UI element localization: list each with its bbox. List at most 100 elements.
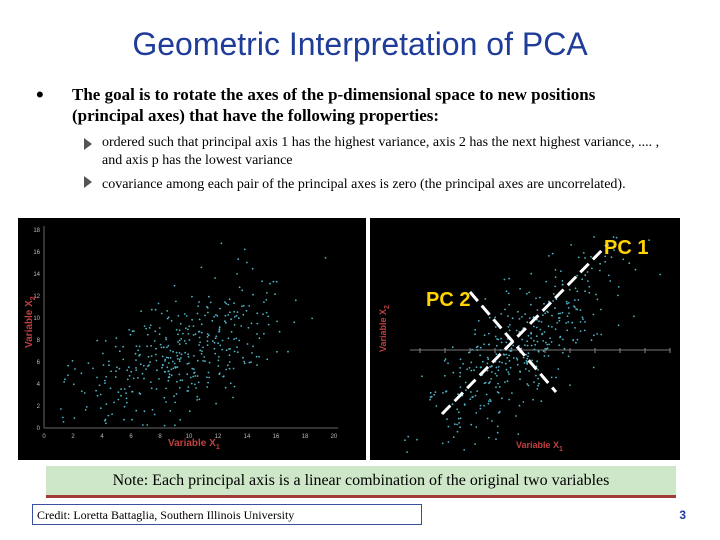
scatter-point (505, 368, 508, 371)
scatter-point (188, 362, 190, 365)
scatter-point (178, 358, 181, 361)
scatter-point (491, 420, 493, 422)
scatter-point (530, 272, 533, 275)
scatter-point (224, 320, 226, 323)
scatter-point (243, 362, 246, 365)
scatter-point (525, 360, 528, 362)
scatter-point (236, 346, 238, 348)
scatter-point (559, 312, 561, 315)
scatter-point (166, 366, 169, 369)
scatter-point (176, 354, 179, 357)
scatter-point (80, 390, 83, 393)
scatter-point (474, 394, 477, 397)
scatter-point (537, 369, 539, 371)
scatter-point (475, 366, 478, 368)
scatter-point (548, 255, 550, 257)
scatter-point (99, 393, 102, 396)
scatter-point (524, 344, 526, 346)
scatter-point (109, 387, 112, 390)
scatter-point (593, 236, 595, 238)
scatter-point (582, 252, 585, 254)
scatter-point (64, 378, 66, 381)
scatter-point (272, 280, 275, 283)
scatter-point (246, 343, 249, 345)
scatter-point (170, 320, 173, 322)
scatter-point (496, 431, 499, 434)
scatter-point (522, 401, 525, 403)
scatter-point (471, 396, 474, 399)
scatter-point (483, 343, 485, 346)
scatter-point (659, 273, 662, 276)
scatter-point (537, 350, 540, 353)
scatter-point (63, 381, 65, 383)
scatter-point (494, 335, 497, 338)
scatter-point (256, 322, 259, 325)
scatter-point (174, 424, 176, 427)
scatter-point (228, 361, 231, 363)
scatter-point (174, 366, 177, 369)
scatter-point (546, 343, 549, 346)
scatter-point (150, 387, 153, 390)
scatter-point (483, 404, 485, 407)
scatter-point (278, 330, 281, 333)
scatter-point (557, 368, 560, 370)
scatter-point (161, 355, 164, 358)
scatter-point (547, 325, 550, 328)
scatter-point (256, 364, 258, 366)
scatter-point (233, 385, 236, 388)
scatter-point (217, 365, 220, 367)
scatter-point (519, 378, 521, 381)
scatter-point (518, 318, 521, 320)
scatter-point (542, 314, 544, 317)
scatter-point (534, 343, 537, 346)
scatter-point (587, 280, 589, 282)
scatter-point (451, 403, 454, 406)
scatter-point (505, 290, 508, 293)
scatter-point (276, 320, 278, 323)
scatter-point (169, 349, 172, 352)
scatter-point (456, 408, 459, 411)
scatter-point (503, 278, 506, 281)
scatter-point (232, 396, 234, 399)
scatter-point (148, 364, 150, 366)
scatter-point (463, 449, 466, 451)
scatter-point (617, 324, 620, 327)
scatter-point (474, 333, 476, 336)
scatter-point (479, 407, 482, 410)
scatter-point (206, 344, 209, 346)
scatter-point (200, 331, 203, 334)
scatter-point (447, 425, 450, 428)
scatter-point (476, 390, 479, 392)
scatter-point (175, 328, 178, 331)
scatter-point (62, 421, 65, 423)
scatter-point (523, 362, 526, 364)
scatter-point (552, 300, 554, 302)
scatter-point (128, 328, 131, 331)
scatter-point (429, 398, 431, 401)
scatter-point (155, 347, 157, 350)
scatter-point (233, 316, 236, 318)
scatter-point (470, 391, 472, 393)
scatter-point (470, 423, 473, 426)
scatter-point (233, 338, 236, 341)
scatter-point (153, 340, 156, 342)
scatter-point (516, 358, 519, 361)
scatter-point (599, 269, 601, 272)
scatter-point (276, 350, 278, 353)
scatter-point (147, 355, 150, 358)
scatter-point (444, 358, 447, 360)
scatter-point (537, 377, 539, 380)
scatter-point (185, 315, 188, 317)
scatter-point (648, 239, 650, 241)
scatter-point (576, 338, 579, 341)
scatter-point (252, 293, 254, 296)
scatter-point (311, 317, 313, 320)
scatter-point (179, 418, 182, 421)
scatter-point (102, 352, 104, 355)
scatter-point (186, 373, 189, 376)
scatter-point (191, 367, 194, 370)
scatter-point (154, 330, 157, 333)
scatter-point (263, 301, 265, 303)
y-tick-label: 8 (37, 338, 41, 344)
x-tick-label: 10 (186, 434, 193, 440)
